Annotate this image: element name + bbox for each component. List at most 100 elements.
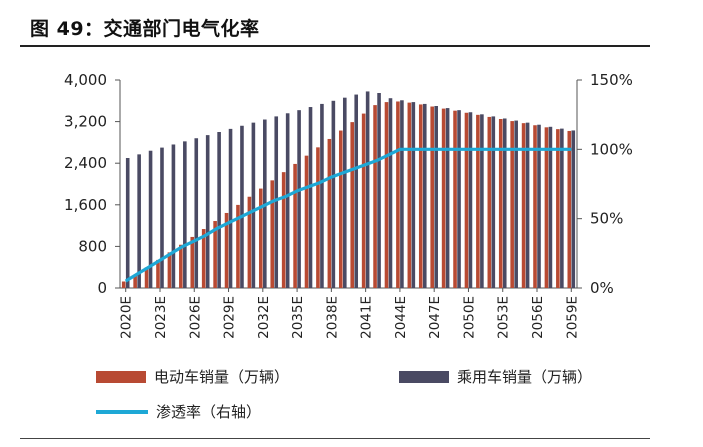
ev-bar [453,110,457,289]
x-tick-label: 2038E [324,296,340,339]
y-left-tick-label: 2,400 [64,154,107,172]
pv-bar [377,93,381,288]
y-left-tick-label: 4,000 [64,71,107,89]
y-left-tick-label: 0 [97,279,107,297]
pv-bar [388,98,393,288]
pv-bar [560,128,564,288]
pv-bar [240,125,244,288]
pv-bar [228,128,233,288]
ev-bar [190,236,195,288]
ev-bar [270,180,275,288]
pv-bar [571,130,576,288]
label-layer: 4,000 3,200 2,400 1,600 800 0 150% 100% 50% 0% 202… [64,71,633,339]
x-tick-label: 2056E [530,296,546,339]
pv-bar [342,97,347,289]
ev-bar [464,112,469,288]
legend-pv-label: 乘用车销量（万辆） [457,368,593,386]
pv-bar [514,120,518,288]
ev-bar [396,101,400,288]
legend-rate: 渗透率（右轴） [96,401,261,422]
pv-bar [434,106,438,288]
ev-bar [236,204,240,288]
chart-title: 图 49：交通部门电气化率 [30,18,260,40]
x-tick-label: 2026E [187,296,203,339]
pv-bar [331,100,336,288]
y-right-tick-label: 150% [590,71,633,89]
pv-bar [217,132,221,288]
legend-pv-swatch [399,370,449,383]
x-tick-label: 2047E [427,296,443,339]
pv-bar [548,126,553,288]
y-right-tick-label: 0% [590,279,614,297]
x-tick-label: 2041E [359,296,375,339]
pv-bar [205,135,210,288]
bar-layer [121,91,576,289]
y-right-tick-label: 50% [590,210,623,228]
y-right-tick-label: 100% [590,140,633,158]
pv-bar [160,147,164,288]
pv-bar [183,141,187,288]
legend-rate-swatch [96,409,148,414]
pv-bar [445,108,450,288]
ev-bar [213,221,217,288]
x-tick-label: 2029E [222,296,238,339]
ev-bar [224,212,229,288]
ev-bar [247,196,252,288]
pv-bar [251,122,256,288]
ev-bar [373,105,377,288]
ev-bar [179,244,183,288]
pv-bar [171,144,176,288]
legend-rate-label: 渗透率（右轴） [156,403,262,421]
ev-bar [487,116,492,288]
line-layer [124,147,572,283]
pv-bar [365,91,370,288]
pv-bar [491,116,496,289]
top-rule [20,45,650,47]
pv-bar [320,103,324,288]
x-tick-label: 2032E [256,296,272,339]
x-tick-label: 2023E [153,296,169,339]
pv-bar [194,138,199,288]
ev-bar [498,119,503,288]
legend-ev-swatch [96,370,146,383]
ev-bar [304,155,309,288]
x-tick-label: 2053E [496,296,512,339]
ev-bar [521,123,526,288]
ev-bar [167,252,172,288]
x-tick-label: 2035E [290,296,306,339]
x-tick-label: 2020E [119,296,135,339]
legend-ev: 电动车销量（万辆） [96,366,289,387]
pv-bar [525,122,530,288]
ev-bar [430,106,434,289]
pv-bar [537,124,541,288]
ev-bar [384,102,389,288]
ev-bar [407,102,412,289]
pv-bar [285,113,290,288]
ev-bar [544,127,549,288]
pv-bar [468,112,473,289]
ev-bar [567,130,572,288]
pv-bar [308,107,313,288]
ev-bar [281,172,286,288]
pv-bar [297,110,301,288]
x-tick-label: 2044E [393,296,409,339]
y-left-tick-label: 3,200 [64,113,107,131]
ev-bar [316,147,320,288]
pv-bar [274,116,279,289]
pv-bar [457,110,461,288]
ev-bar [121,281,126,288]
y-left-tick-label: 800 [78,237,107,255]
penetration-line [124,147,572,283]
legend-pv: 乘用车销量（万辆） [399,366,592,387]
bottom-rule [20,438,650,439]
pv-bar [411,102,416,288]
ev-bar [441,108,446,288]
pv-bar [137,154,141,288]
pv-bar [400,100,404,288]
pv-bar [502,118,507,288]
legend-ev-label: 电动车销量（万辆） [154,368,290,386]
x-tick-label: 2059E [564,296,580,339]
ev-bar [327,138,332,288]
ev-bar [259,188,263,288]
ev-bar [556,129,560,288]
